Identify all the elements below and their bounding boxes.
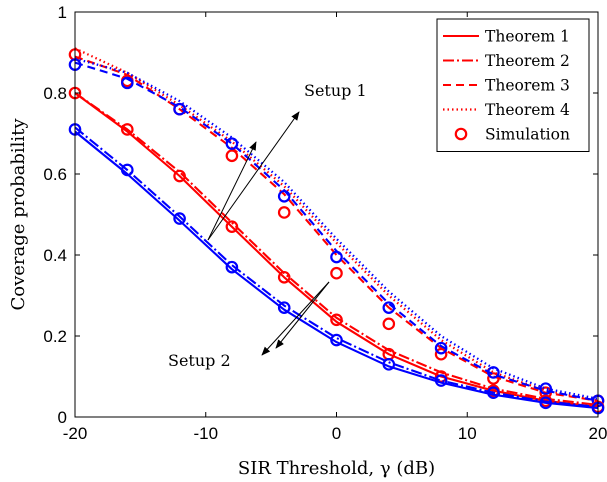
x-tick-label: 0 xyxy=(332,424,341,443)
simulation-point xyxy=(434,341,448,355)
simulation-point xyxy=(382,301,396,314)
annotation-arrow xyxy=(275,281,330,349)
simulation-point xyxy=(277,301,291,314)
y-tick-label: 0.6 xyxy=(43,165,67,184)
simulation-point xyxy=(277,206,291,219)
legend-item-theorem-1: Theorem 1 xyxy=(443,28,570,46)
legend-item-theorem-3: Theorem 3 xyxy=(443,77,570,95)
simulation-point xyxy=(382,317,396,331)
y-tick-label: 0.4 xyxy=(43,246,67,265)
legend: Theorem 1 Theorem 2 Theorem 3 Theorem 4 Simu… xyxy=(436,18,590,152)
annotation-label: Setup 1 xyxy=(304,81,367,100)
legend-label: Simulation xyxy=(485,126,570,144)
legend-label: Theorem 2 xyxy=(485,52,570,70)
simulation-point xyxy=(330,313,343,327)
y-axis-label: Coverage probability xyxy=(8,118,29,311)
y-tick-label: 0.2 xyxy=(43,327,67,346)
series-theorem-2-red-7 xyxy=(74,92,599,406)
annotation-arrow xyxy=(207,141,257,241)
simulation-point xyxy=(277,270,291,284)
simulation-point xyxy=(225,260,239,274)
annotation-setup-2: Setup 2 xyxy=(168,281,330,370)
annotation-arrow xyxy=(207,111,300,241)
x-axis-label: SIR Threshold, γ (dB) xyxy=(238,458,435,479)
x-axis: -20 -10 0 10 20 xyxy=(63,12,607,443)
simulation-point xyxy=(225,220,239,233)
simulation-point xyxy=(173,102,186,116)
annotation-arrow xyxy=(261,281,330,356)
y-tick-label: 0.8 xyxy=(43,84,67,103)
series-theorem-1-red-6 xyxy=(74,92,599,408)
x-tick-label: -10 xyxy=(193,424,218,443)
legend-label: Theorem 3 xyxy=(485,77,570,95)
simulation-point xyxy=(539,382,552,395)
series-layer xyxy=(68,47,605,415)
simulation-point xyxy=(330,250,343,264)
legend-item-simulation: Simulation xyxy=(454,126,570,144)
legend-item-theorem-2: Theorem 2 xyxy=(443,52,570,70)
simulation-point xyxy=(225,149,239,163)
legend-swatch xyxy=(454,127,468,141)
x-tick-label: -20 xyxy=(63,424,88,443)
legend-label: Theorem 4 xyxy=(485,101,570,119)
annotation-layer: Setup 1 Setup 2 xyxy=(168,81,367,370)
simulation-point xyxy=(539,396,552,410)
series-theorem-1-blue-9 xyxy=(74,130,599,410)
simulation-point xyxy=(434,347,448,361)
simulation-point xyxy=(330,333,343,347)
simulation-point xyxy=(382,358,396,371)
simulation-point xyxy=(487,366,500,379)
legend-item-theorem-4: Theorem 4 xyxy=(443,101,570,119)
y-tick-label: 1 xyxy=(58,3,67,22)
simulation-point xyxy=(330,266,343,280)
annotation-label: Setup 2 xyxy=(168,351,231,370)
simulation-point xyxy=(173,212,186,225)
simulation-point xyxy=(121,123,134,136)
x-tick-label: 10 xyxy=(458,424,477,443)
y-axis: 0 0.2 0.4 0.6 0.8 1 xyxy=(43,3,598,427)
simulation-point xyxy=(487,386,500,399)
simulation-point xyxy=(121,163,134,177)
simulation-point xyxy=(487,372,500,385)
series-theorem-4-red-0 xyxy=(74,47,599,402)
simulation-point xyxy=(173,169,186,183)
annotation-setup-1: Setup 1 xyxy=(207,81,367,241)
simulation-point xyxy=(121,76,134,90)
series-theorem-2-blue-10 xyxy=(74,126,599,408)
simulation-point xyxy=(225,137,239,150)
x-tick-label: 20 xyxy=(589,424,607,443)
legend-label: Theorem 1 xyxy=(485,28,570,46)
y-tick-label: 0 xyxy=(58,408,67,427)
simulation-point xyxy=(434,374,448,387)
simulation-point xyxy=(277,189,291,203)
